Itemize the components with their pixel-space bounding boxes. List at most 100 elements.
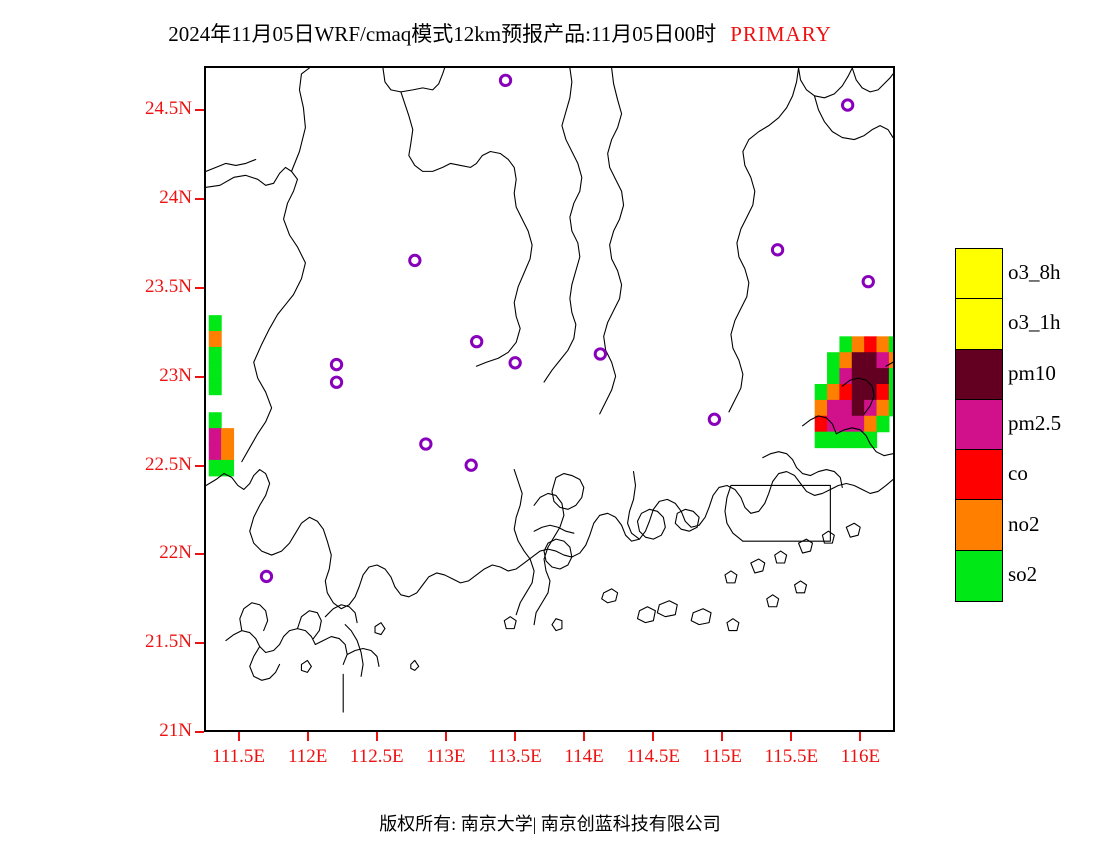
- station-marker[interactable]: [770, 243, 785, 257]
- y-axis-tick-mark: [195, 731, 204, 733]
- pollutant-grid-cell: [864, 368, 878, 385]
- pollutant-grid-cell: [208, 444, 222, 461]
- pollutant-grid-cell: [876, 368, 890, 385]
- pollutant-grid-cell: [888, 368, 893, 385]
- legend-swatch-co[interactable]: [956, 450, 1002, 501]
- x-axis-tick-label: 116E: [840, 746, 881, 767]
- pollutant-grid-cell: [827, 368, 841, 385]
- pollutant-grid-cell: [888, 336, 893, 353]
- title-main-text: 2024年11月05日WRF/cmaq模式12km预报产品:11月05日00时: [168, 22, 717, 46]
- legend-label-no2: no2: [1008, 511, 1040, 536]
- pollutant-grid-layer: [208, 315, 893, 477]
- pollutant-grid-cell: [814, 383, 828, 401]
- pollutant-grid-cell: [221, 444, 235, 461]
- x-axis-tick-mark: [790, 732, 793, 741]
- x-axis-tick-mark: [583, 732, 586, 741]
- pollutant-grid-cell: [839, 352, 853, 369]
- station-marker[interactable]: [707, 412, 722, 426]
- copyright-footer: 版权所有: 南京大学| 南京创蓝科技有限公司: [379, 814, 721, 834]
- y-axis-tick-mark: [195, 109, 204, 112]
- pollutant-grid-cell: [208, 459, 222, 477]
- y-axis-tick-label: 22.5N: [145, 453, 192, 475]
- pollutant-grid-cell: [876, 336, 890, 353]
- pollutant-grid-cell: [851, 383, 865, 401]
- title-primary-tag: PRIMARY: [730, 22, 832, 46]
- pollutant-grid-cell: [839, 431, 853, 449]
- legend-swatch-pm2-5[interactable]: [956, 399, 1002, 451]
- page-title: 2024年11月05日WRF/cmaq模式12km预报产品:11月05日00时 P…: [0, 18, 1000, 48]
- pollutant-grid-cell: [851, 352, 865, 369]
- legend-label-pm10: pm10: [1008, 360, 1056, 385]
- pollutant-grid-cell: [208, 412, 222, 429]
- y-axis-tick-label: 24N: [159, 187, 192, 209]
- legend-swatch-no2[interactable]: [956, 500, 1002, 551]
- pollutant-grid-cell: [814, 431, 828, 449]
- station-marker[interactable]: [329, 375, 344, 389]
- pollutant-grid-cell: [851, 336, 865, 353]
- pollutant-grid-cell: [876, 415, 890, 433]
- legend-swatch-so2[interactable]: [956, 550, 1002, 601]
- pollutant-grid-cell: [851, 368, 865, 385]
- pollutant-grid-cell: [864, 383, 878, 401]
- y-axis-tick-mark: [195, 287, 204, 289]
- legend-label-o3-1h: o3_1h: [1008, 310, 1061, 335]
- pollutant-grid-cell: [827, 383, 841, 401]
- pollutant-grid-cell: [814, 399, 828, 417]
- x-axis-tick-mark: [375, 732, 378, 741]
- x-axis-tick-mark: [444, 732, 447, 741]
- pollutant-grid-cell: [876, 352, 890, 369]
- pollutant-grid-cell: [864, 352, 878, 369]
- y-axis-tick-label: 21.5N: [145, 631, 192, 653]
- station-marker[interactable]: [498, 73, 513, 88]
- pollutant-grid-cell: [208, 362, 222, 380]
- x-axis-tick-mark: [721, 732, 724, 741]
- x-axis-tick-label: 111.5E: [212, 746, 266, 767]
- pollutant-grid-cell: [827, 399, 841, 417]
- pollutant-grid-cell: [827, 352, 841, 369]
- pollutant-grid-cell: [827, 431, 841, 449]
- pollutant-grid-cell: [208, 428, 222, 445]
- station-marker[interactable]: [861, 274, 875, 289]
- x-axis-tick-mark: [513, 732, 516, 741]
- x-axis-tick-label: 114E: [564, 746, 604, 767]
- pollutant-grid-cell: [839, 383, 853, 401]
- pollutant-grid-cell: [851, 431, 865, 449]
- map-canvas: [206, 68, 893, 713]
- x-axis-tick-mark: [237, 732, 240, 741]
- station-marker[interactable]: [408, 253, 422, 268]
- station-marker[interactable]: [508, 356, 522, 370]
- y-axis-tick-mark: [195, 642, 204, 645]
- x-axis-tick-label: 113.5E: [488, 746, 542, 767]
- x-axis-tick-label: 112.5E: [349, 746, 404, 767]
- legend-swatch-o3-1h[interactable]: [956, 299, 1002, 350]
- pollutant-grid-cell: [208, 378, 222, 396]
- pollutant-grid-cell: [839, 399, 853, 417]
- pollutant-grid-cell: [839, 368, 853, 385]
- administrative-boundary-layer: [206, 68, 893, 713]
- station-marker[interactable]: [259, 569, 274, 584]
- station-marker[interactable]: [329, 357, 344, 372]
- station-marker[interactable]: [840, 98, 855, 112]
- pollutant-grid-cell: [888, 352, 893, 369]
- legend-swatch-pm10[interactable]: [956, 349, 1002, 400]
- station-marker[interactable]: [464, 458, 478, 472]
- pollutant-grid-cell: [851, 399, 865, 417]
- y-axis-tick-label: 21N: [159, 720, 192, 741]
- y-axis-tick-label: 23N: [159, 364, 192, 386]
- station-marker[interactable]: [470, 334, 484, 349]
- x-axis-tick-mark: [652, 732, 655, 741]
- station-marker[interactable]: [593, 347, 607, 361]
- legend-label-so2: so2: [1008, 561, 1038, 586]
- y-axis-tick-mark: [195, 198, 204, 201]
- pollutant-grid-cell: [827, 415, 841, 433]
- pollutant-grid-cell: [208, 331, 222, 348]
- x-axis-tick-label: 112E: [287, 746, 328, 767]
- y-axis-tick-mark: [195, 553, 204, 556]
- pollutant-legend: [955, 248, 1003, 602]
- legend-label-o3-8h: o3_8h: [1008, 260, 1061, 285]
- map-plot-area: [204, 66, 895, 732]
- x-axis-tick-label: 115.5E: [764, 746, 819, 767]
- station-marker[interactable]: [419, 437, 433, 451]
- pollutant-grid-cell: [864, 336, 878, 353]
- legend-swatch-o3-8h[interactable]: [956, 249, 1002, 300]
